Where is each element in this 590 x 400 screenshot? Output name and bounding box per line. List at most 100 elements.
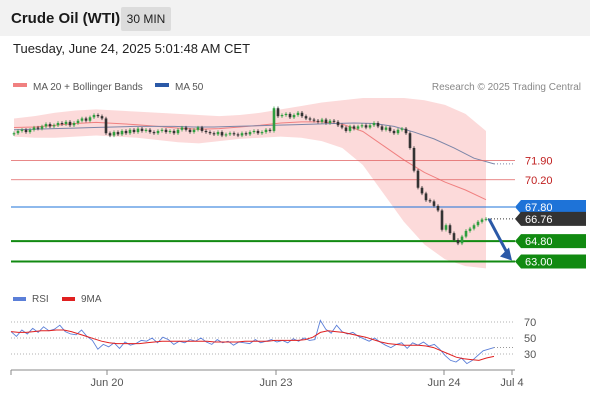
ma50-legend-label: MA 50 (175, 82, 204, 93)
candle-body (180, 127, 184, 130)
candle-body (448, 225, 452, 234)
candle-body (460, 236, 464, 244)
candle-body (284, 113, 288, 116)
candle-body (288, 113, 292, 118)
candle-body (472, 225, 476, 229)
pivot-label: 67.80 (525, 202, 553, 214)
timestamp: Tuesday, June 24, 2025 5:01:48 AM CET (13, 41, 251, 56)
rsi-ma-legend-label: 9MA (81, 294, 102, 305)
candle-body (376, 122, 380, 127)
candle-body (32, 127, 36, 130)
candle-body (28, 129, 32, 133)
rsi-level-label-30: 30 (524, 349, 536, 361)
candle-body (248, 132, 252, 135)
candle-body (356, 126, 360, 129)
support-1-tag (515, 234, 586, 249)
candle-body (476, 221, 480, 226)
time-tick-label: Jul 4 (500, 377, 523, 389)
rsi-level-label-70: 70 (524, 317, 536, 329)
candle-body (296, 112, 300, 116)
candle-body (148, 129, 152, 133)
candle-body (368, 125, 372, 128)
time-tick-label: Jun 23 (259, 377, 292, 389)
candle-body (392, 130, 396, 134)
candle-body (104, 118, 108, 134)
candle-body (156, 130, 160, 134)
candle-body (124, 130, 128, 134)
candle-body (380, 126, 384, 130)
candle-body (408, 133, 412, 148)
time-axis: Jun 20 Jun 23 Jun 24 Jul 4 (10, 369, 524, 389)
ma50-line (13, 122, 495, 165)
candle-body (224, 134, 228, 136)
candle-body (412, 147, 416, 171)
candle-body (364, 125, 368, 128)
candle-body (400, 128, 404, 130)
candle-body (312, 119, 316, 121)
candle-body (80, 118, 84, 121)
candle-body (388, 127, 392, 131)
header-bar: Crude Oil (WTI) 30 MIN (0, 0, 590, 36)
candle-body (308, 118, 312, 120)
candle-body (200, 127, 204, 131)
candle-body (68, 121, 72, 126)
support-1-label: 64.80 (525, 236, 553, 248)
time-tick-label: Jun 24 (427, 377, 460, 389)
chart-legend: MA 20 + Bollinger Bands MA 50 Research ©… (13, 82, 581, 93)
candle-body (164, 129, 168, 133)
rsi-ma-line (10, 329, 495, 361)
candle-body (456, 239, 460, 244)
candle-body (432, 201, 436, 206)
candle-body (276, 108, 280, 117)
candle-body (144, 129, 148, 131)
candle-body (332, 120, 336, 122)
candle-body (152, 132, 156, 134)
candle-body (16, 130, 20, 134)
ma20-legend-swatch (13, 83, 27, 87)
candle-body (212, 133, 216, 135)
candle-body (300, 112, 304, 117)
current-price-tag (515, 211, 586, 226)
support-2-label: 63.00 (525, 257, 553, 269)
candle-body (344, 127, 348, 131)
candle-body (184, 127, 188, 130)
copyright-text: Research © 2025 Trading Central (432, 82, 581, 93)
candle-body (208, 132, 212, 134)
price-plot: 71.90 70.20 67.80 64.80 63.00 66.76 (11, 98, 586, 269)
resistance-2-label: 71.90 (525, 155, 553, 167)
current-price-label: 66.76 (525, 214, 553, 226)
candle-body (232, 133, 236, 135)
candle-body (424, 193, 428, 201)
candle-body (440, 210, 444, 230)
forecast-arrow-shaft (487, 218, 510, 256)
candle-body (420, 187, 424, 194)
candle-body (372, 122, 376, 126)
candle-body (108, 133, 112, 136)
rsi-legend-label: RSI (32, 294, 49, 305)
candle-body (452, 233, 456, 240)
candle-body (168, 130, 172, 133)
candle-body (360, 125, 364, 127)
candle-body (88, 117, 92, 121)
candle-body (404, 128, 408, 134)
rsi-line (10, 319, 495, 365)
rsi-legend: RSI 9MA (13, 294, 102, 305)
support-2-tag (515, 254, 586, 269)
candle-body (292, 115, 296, 118)
candle-body (240, 133, 244, 136)
candle-body (132, 129, 136, 133)
candle-body (20, 129, 24, 131)
bollinger-band (14, 98, 486, 269)
pivot-tag (515, 200, 586, 215)
candle-body (96, 115, 100, 117)
timeframe-badge[interactable]: 30 MIN (121, 7, 171, 31)
instrument-title: Crude Oil (WTI) (11, 10, 121, 27)
rsi-level-label-50: 50 (524, 333, 536, 345)
candle-body (52, 125, 56, 127)
candle-body (36, 127, 40, 129)
candle-body (480, 219, 484, 222)
candle-body (72, 122, 76, 126)
candle-body (280, 115, 284, 117)
candle-body (92, 115, 96, 118)
